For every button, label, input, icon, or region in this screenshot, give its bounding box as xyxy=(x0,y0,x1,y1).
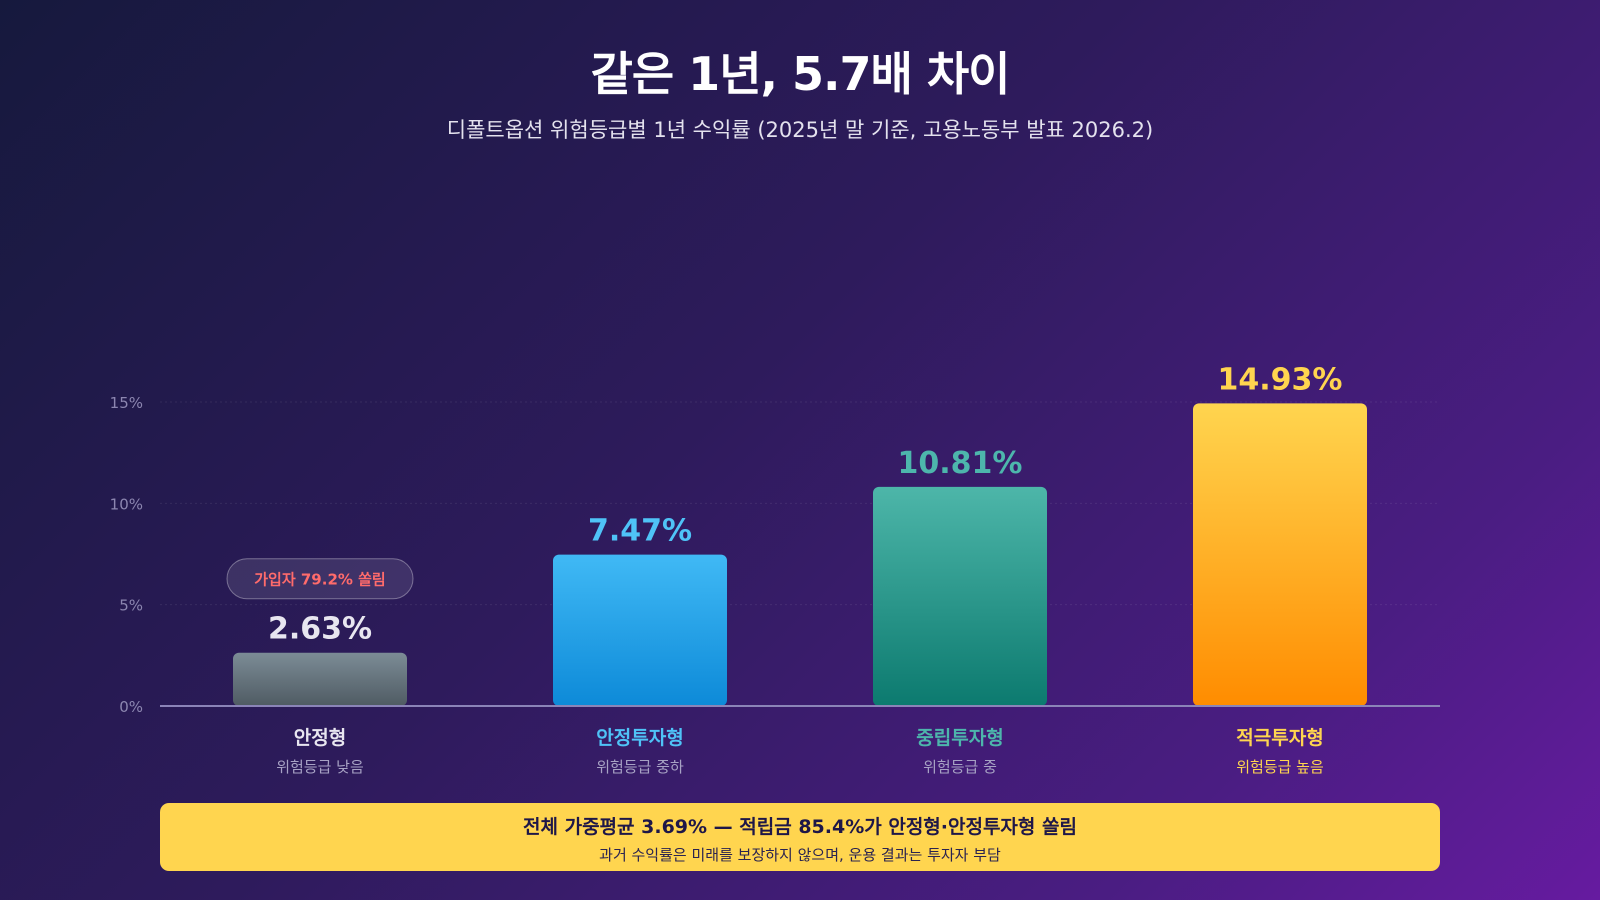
chart-title: 같은 1년, 5.7배 차이 xyxy=(590,47,1011,101)
summary-banner: 전체 가중평균 3.69% — 적립금 85.4%가 안정형·안정투자형 쏠림 … xyxy=(160,803,1440,871)
bar xyxy=(553,554,727,706)
x-category-label: 중립투자형 xyxy=(916,727,1003,749)
annotation-badge xyxy=(226,558,414,600)
bar xyxy=(233,652,407,706)
x-category-sublabel: 위험등급 중 xyxy=(923,758,997,776)
y-tick-label: 10% xyxy=(110,495,143,513)
bar xyxy=(873,486,1047,706)
chart-subtitle: 디폴트옵션 위험등급별 1년 수익률 (2025년 말 기준, 고용노동부 발표… xyxy=(446,118,1154,142)
bar-value-label: 2.63% xyxy=(268,612,372,647)
annotation-text: 가입자 79.2% 쏠림 xyxy=(254,571,385,589)
x-category-label: 안정투자형 xyxy=(596,727,683,749)
x-category-label: 안정형 xyxy=(294,727,346,749)
x-category-label: 적극투자형 xyxy=(1236,727,1323,749)
y-tick-label: 0% xyxy=(119,698,143,716)
x-category-sublabel: 위험등급 낮음 xyxy=(276,758,364,776)
y-tick-label: 5% xyxy=(119,597,143,615)
bar-value-label: 7.47% xyxy=(588,514,692,549)
summary-disclaimer: 과거 수익률은 미래를 보장하지 않으며, 운용 결과는 투자자 부담 xyxy=(599,846,1001,864)
x-category-sublabel: 위험등급 높음 xyxy=(1236,758,1324,776)
summary-main-text: 전체 가중평균 3.69% — 적립금 85.4%가 안정형·안정투자형 쏠림 xyxy=(523,816,1077,838)
bar-value-label: 14.93% xyxy=(1218,362,1343,397)
bar xyxy=(1193,403,1367,706)
x-category-sublabel: 위험등급 중하 xyxy=(596,758,684,776)
y-tick-label: 15% xyxy=(110,394,143,412)
bar-value-label: 10.81% xyxy=(898,446,1023,481)
